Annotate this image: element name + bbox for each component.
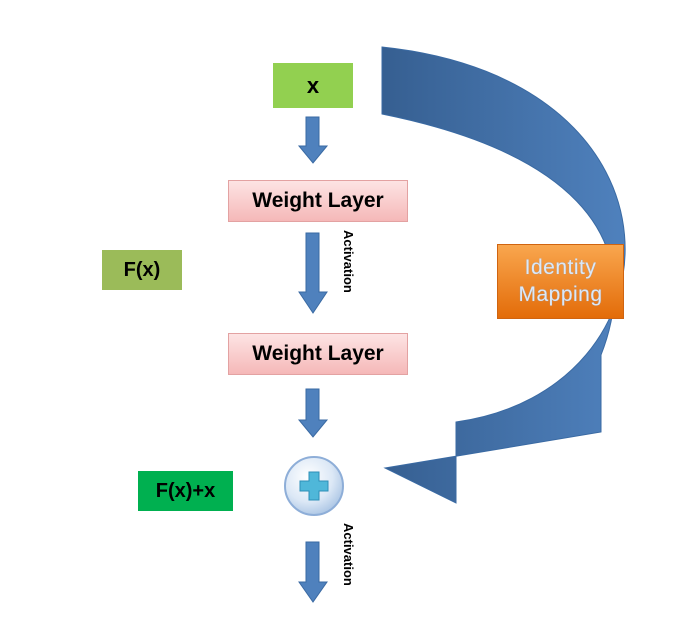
weight-layer-2: Weight Layer [228, 333, 408, 375]
down-arrow-2 [298, 232, 328, 314]
down-arrow-4 [298, 541, 328, 603]
identity-mapping-label: Identity Mapping [497, 244, 624, 319]
output-sum-label: F(x)+x [138, 471, 233, 511]
activation-label-2: Activation [341, 523, 356, 586]
weight-layer-1: Weight Layer [228, 180, 408, 222]
identity-mapping-line-1: Identity [524, 256, 597, 280]
activation-label-1: Activation [341, 230, 356, 293]
residual-function-label: F(x) [102, 250, 182, 290]
identity-curved-arrow [381, 46, 626, 504]
down-arrow-1 [297, 116, 329, 164]
plus-circle-icon [284, 456, 344, 516]
identity-mapping-line-2: Mapping [518, 282, 603, 306]
input-x-node: x [273, 63, 353, 108]
down-arrow-3 [297, 388, 329, 438]
